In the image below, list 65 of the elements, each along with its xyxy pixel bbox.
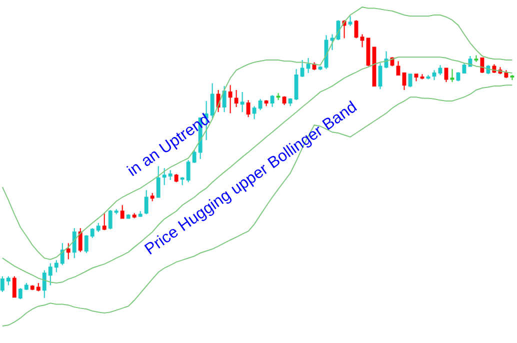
candlestick	[444, 68, 448, 83]
candlestick	[504, 70, 508, 79]
candlestick	[36, 282, 40, 292]
candlestick	[108, 209, 112, 230]
candlestick	[168, 170, 172, 180]
candlestick	[180, 176, 184, 186]
candlestick	[450, 68, 454, 83]
candlestick	[330, 34, 334, 51]
candlestick	[378, 62, 382, 90]
candlestick	[102, 212, 106, 231]
candlestick	[162, 168, 166, 186]
candlestick	[144, 190, 148, 215]
candlestick	[348, 16, 352, 27]
candlestick	[138, 210, 142, 218]
candlestick	[174, 174, 178, 183]
candlestick	[156, 166, 160, 198]
candlestick	[264, 100, 268, 107]
candlestick	[114, 208, 118, 215]
candlestick	[360, 34, 364, 48]
candlestick	[42, 270, 46, 298]
candlestick	[228, 84, 232, 114]
candlestick	[276, 92, 280, 101]
candlestick	[480, 58, 484, 74]
candlestick	[222, 86, 226, 113]
candlestick	[54, 260, 58, 273]
candlestick	[60, 242, 64, 266]
candlestick	[90, 228, 94, 239]
candlestick	[288, 98, 292, 107]
candlestick	[318, 66, 322, 71]
candlestick	[96, 222, 100, 233]
candlestick	[282, 96, 286, 106]
candlestick	[120, 204, 124, 219]
candlestick	[306, 58, 310, 74]
candlestick	[414, 74, 418, 82]
candlestick	[474, 54, 478, 62]
candlestick	[396, 60, 400, 76]
candlestick	[270, 94, 274, 108]
candlestick	[246, 100, 250, 118]
candlestick	[132, 212, 136, 219]
candlestick	[240, 91, 244, 113]
candlestick	[300, 60, 304, 78]
candlestick	[186, 160, 190, 183]
candlestick	[24, 282, 28, 291]
candlestick	[0, 276, 4, 293]
candlestick	[84, 234, 88, 254]
candlestick	[432, 70, 436, 81]
candlestick	[18, 288, 22, 300]
candlestick	[294, 68, 298, 101]
candlestick	[510, 74, 514, 81]
candlestick	[48, 262, 52, 286]
candlestick	[126, 214, 130, 219]
candlestick	[234, 90, 238, 108]
candlestick	[66, 242, 70, 260]
candlestick	[420, 74, 424, 80]
candlestick	[258, 98, 262, 111]
candlestick	[30, 284, 34, 291]
candlestick	[402, 72, 406, 90]
candlestick	[78, 228, 82, 253]
candlestick	[6, 276, 10, 286]
candlestick	[438, 64, 442, 76]
candlestick	[12, 276, 16, 298]
candlestick	[150, 192, 154, 202]
candlestick	[252, 106, 256, 120]
candlestick	[72, 228, 76, 259]
candlestick	[210, 82, 214, 119]
